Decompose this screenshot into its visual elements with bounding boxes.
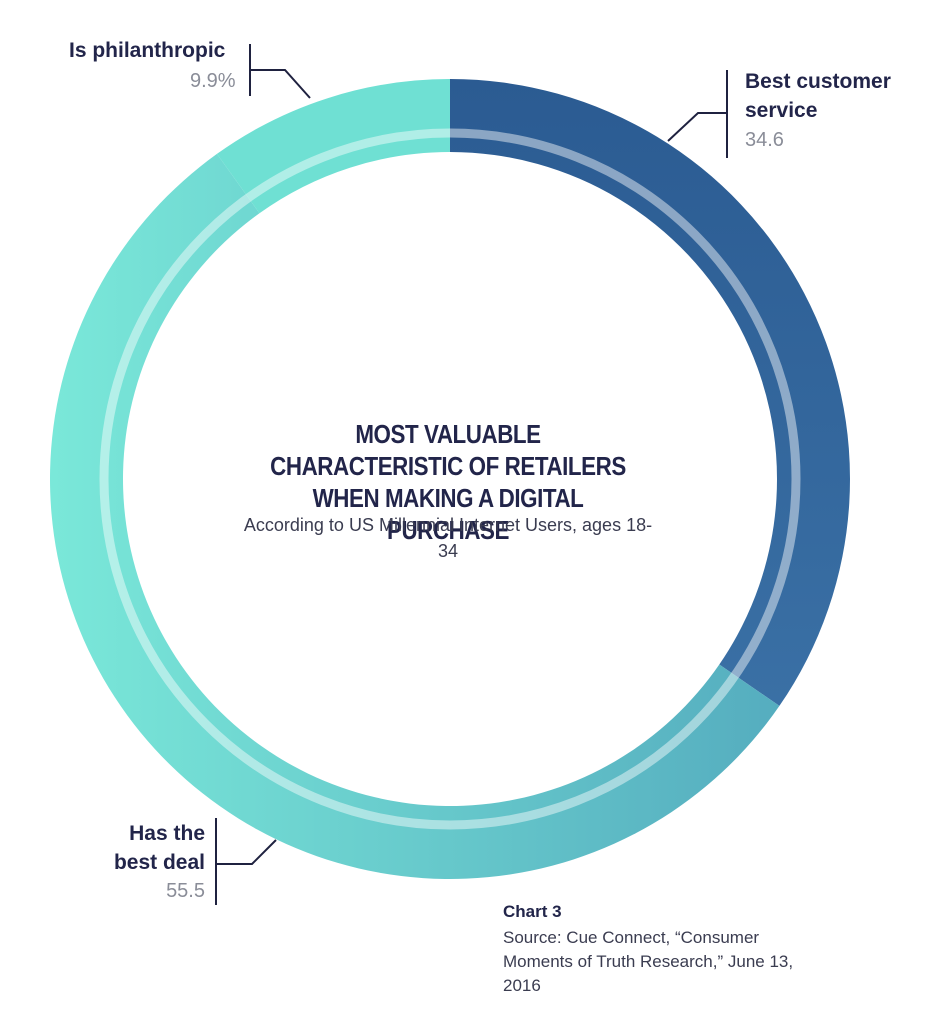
leader-line-philanthropic xyxy=(249,44,311,99)
label-customer-service-line2: service xyxy=(745,99,818,122)
leader-line-best-deal xyxy=(215,818,277,905)
label-best-deal-line2: best deal xyxy=(113,851,205,874)
donut-slice-is-philanthropic xyxy=(216,79,450,214)
label-customer-service-line1: Best customer xyxy=(745,70,891,93)
donut-slice-best-customer-service xyxy=(450,79,850,706)
chart-subtitle: According to US Millennial Internet User… xyxy=(243,515,653,561)
leader-line-customer-service xyxy=(667,70,728,158)
label-philanthropic-name: Is philanthropic xyxy=(69,39,226,62)
label-philanthropic-value: 9.9% xyxy=(190,70,236,92)
caption-source: Source: Cue Connect, “Consumer Moments o… xyxy=(503,928,794,995)
inner-ring xyxy=(99,128,801,830)
label-best-deal-line1: Has the xyxy=(129,822,205,845)
caption-title: Chart 3 xyxy=(503,902,562,921)
label-best-deal-value: 55.5 xyxy=(166,880,205,902)
label-customer-service-value: 34.6 xyxy=(745,129,784,151)
chart-title: MOST VALUABLE CHARACTERISTIC OF RETAILER… xyxy=(270,419,626,545)
